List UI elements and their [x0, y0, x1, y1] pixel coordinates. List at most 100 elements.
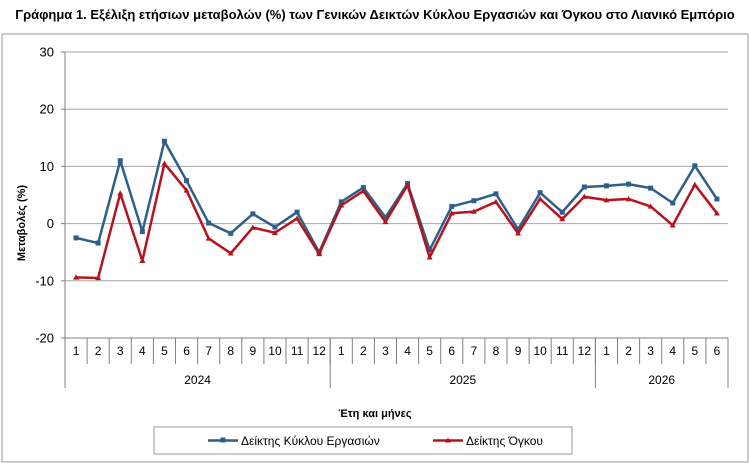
data-point: [537, 190, 543, 196]
data-point: [250, 211, 256, 217]
x-tick-label: 4: [404, 344, 411, 358]
data-point: [471, 198, 477, 204]
year-label: 2025: [449, 373, 476, 387]
x-tick-label: 4: [669, 344, 676, 358]
data-point: [692, 163, 698, 169]
data-point: [360, 185, 366, 191]
data-point: [249, 224, 256, 230]
series-line: [75, 139, 718, 254]
series-turnover: [73, 138, 720, 255]
data-point: [338, 202, 345, 208]
data-point: [73, 235, 79, 241]
x-axis-title: Έτη και μήνες: [338, 408, 411, 420]
y-axis-title: Μεταβολές (%): [16, 185, 28, 261]
x-tick-label: 6: [448, 344, 455, 358]
data-point: [184, 178, 190, 184]
x-tick-label: 9: [515, 344, 522, 358]
data-point: [603, 183, 609, 189]
x-tick-label: 3: [647, 344, 654, 358]
x-tick-label: 2: [625, 344, 632, 358]
x-tick-label: 12: [312, 344, 326, 358]
data-point: [272, 224, 278, 230]
x-tick-label: 11: [556, 344, 569, 358]
data-point: [581, 184, 587, 190]
x-tick-label: 1: [73, 344, 80, 358]
x-tick-label: 5: [426, 344, 433, 358]
data-point: [603, 197, 610, 203]
data-point: [426, 254, 433, 260]
data-point: [139, 229, 145, 235]
data-point: [382, 214, 388, 220]
x-tick-label: 7: [471, 344, 478, 358]
axes: [61, 51, 729, 388]
data-point: [294, 209, 300, 215]
legend-marker-turnover: [220, 437, 226, 443]
data-point: [271, 229, 278, 235]
x-tick-label: 5: [161, 344, 168, 358]
data-point: [117, 158, 123, 164]
x-tick-label: 8: [493, 344, 500, 358]
x-tick-label: 1: [338, 344, 345, 358]
data-point: [493, 191, 499, 197]
data-point: [227, 250, 234, 256]
legend: Δείκτης Κύκλου Εργασιών Δείκτης Όγκου: [153, 426, 573, 455]
legend-marker-volume: [445, 437, 451, 443]
x-tick-label: 8: [227, 344, 234, 358]
data-point: [360, 187, 367, 194]
data-point: [713, 210, 720, 216]
data-point: [117, 190, 124, 196]
x-tick-label: 1: [603, 344, 610, 358]
x-tick-label: 4: [139, 344, 146, 358]
data-point: [139, 257, 146, 263]
data-point: [316, 250, 323, 257]
data-point: [95, 240, 101, 246]
series-volume: [73, 160, 720, 281]
x-tick-label: 11: [291, 344, 304, 358]
data-point: [492, 198, 499, 205]
data-point: [205, 235, 212, 241]
series-group: [73, 138, 720, 281]
y-tick-label: 20: [40, 102, 54, 117]
series-line: [76, 162, 718, 280]
data-point: [625, 196, 632, 202]
x-tick-label: 10: [268, 344, 282, 358]
x-tick-label: 2: [95, 344, 102, 358]
x-tick-label: 5: [692, 344, 699, 358]
data-point: [448, 210, 455, 216]
data-point: [449, 203, 455, 209]
x-tick-label: 6: [714, 344, 721, 358]
year-label: 2024: [184, 373, 211, 387]
data-point: [427, 247, 433, 253]
data-point: [338, 199, 344, 205]
data-point: [183, 187, 190, 193]
legend-label-volume: Δείκτης Όγκου: [466, 434, 543, 448]
y-tick-label: 10: [40, 159, 54, 174]
gridlines: [65, 51, 728, 282]
data-point: [670, 200, 676, 206]
legend-label-turnover: Δείκτης Κύκλου Εργασιών: [241, 434, 380, 448]
x-tick-label: 3: [382, 344, 389, 358]
data-point: [294, 215, 301, 221]
year-label: 2026: [648, 373, 675, 387]
data-point: [669, 222, 676, 228]
x-tick-label: 10: [533, 344, 547, 358]
x-tick-label: 6: [183, 344, 190, 358]
y-tick-labels: -20 -10 0 10 20 30: [35, 45, 54, 346]
year-labels: 2024 2025 2026: [184, 373, 675, 387]
data-point: [714, 196, 720, 202]
x-tick-label: 9: [250, 344, 257, 358]
data-point: [648, 185, 654, 191]
data-point: [161, 160, 168, 166]
data-point: [382, 218, 389, 225]
y-tick-label: -10: [35, 273, 54, 288]
data-point: [537, 196, 544, 202]
x-tick-label: 3: [117, 344, 124, 358]
x-tick-label: 12: [578, 344, 592, 358]
data-point: [404, 182, 411, 188]
x-tick-labels: 1 2 3 4 5 6 7 8 9 10 11 12 1 2 3 4 5 6 7 8 9 10 11 12 1 2 3 4 5 6: [73, 344, 721, 358]
data-point: [559, 209, 565, 215]
data-point: [73, 274, 80, 280]
data-point: [559, 216, 566, 222]
data-point: [626, 181, 632, 187]
